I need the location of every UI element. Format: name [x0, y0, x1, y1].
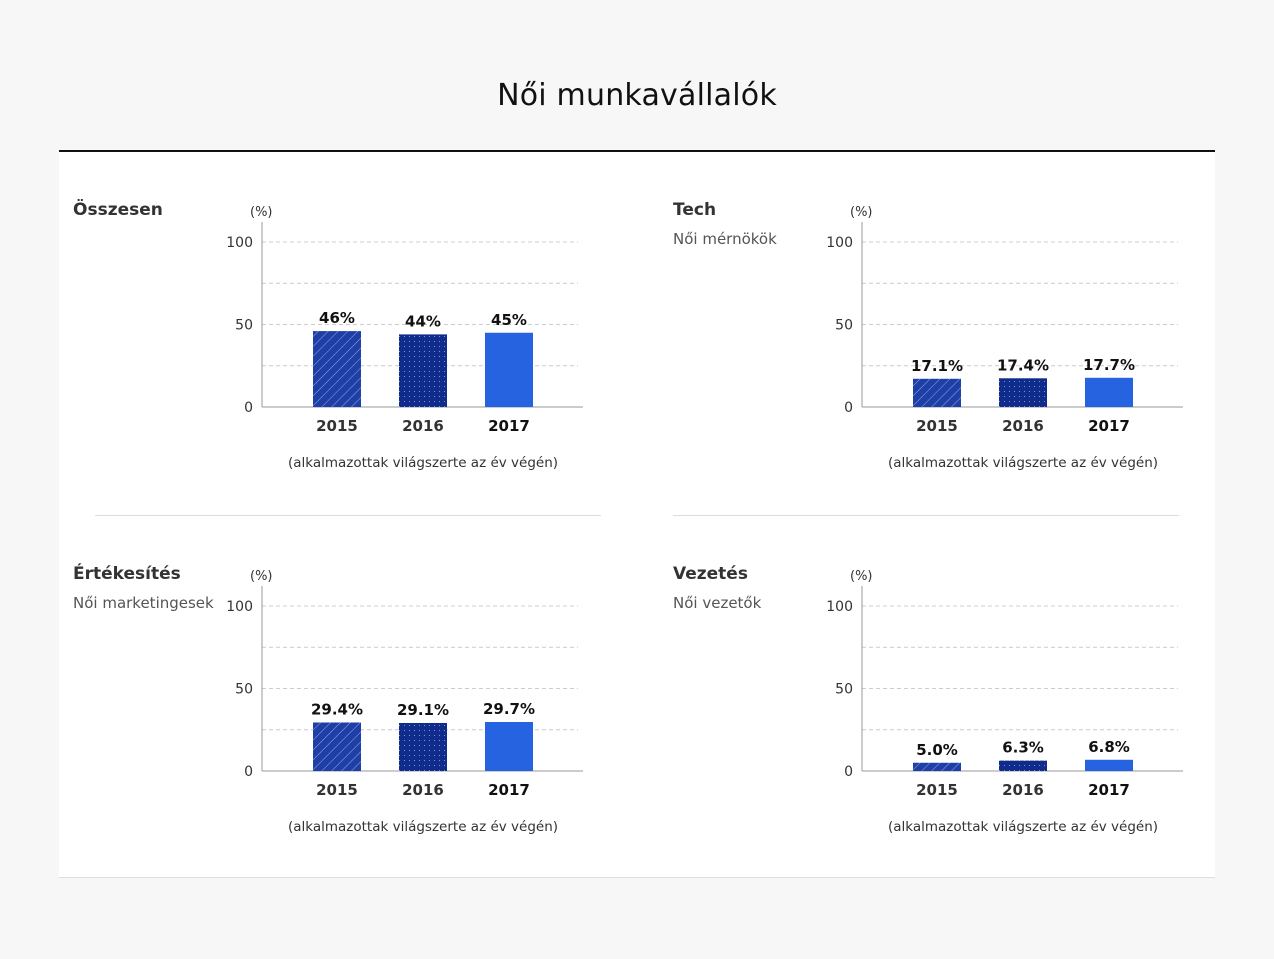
bar-2015 — [313, 331, 361, 407]
y-tick-label: 100 — [826, 599, 853, 615]
bar-2016 — [999, 378, 1047, 407]
x-tick-label: 2016 — [1002, 781, 1044, 799]
divider-left — [95, 515, 601, 516]
page-title: Női munkavállalók — [497, 78, 777, 113]
x-axis-caption: (alkalmazottak világszerte az év végén) — [288, 819, 558, 835]
chart-title: Értékesítés — [73, 564, 181, 584]
unit-label: (%) — [850, 569, 873, 584]
chart-tech: Tech Női mérnökök (%) 0 50 100 17.1% 2015 17.4… — [673, 200, 1233, 500]
data-label: 6.8% — [1088, 738, 1130, 756]
bar-2016 — [399, 334, 447, 407]
x-tick-label: 2015 — [316, 781, 358, 799]
bar-2017 — [485, 332, 533, 407]
chart-subtitle: Női vezetők — [673, 594, 762, 612]
bar-chart-svg: (%) 0 50 100 5.0% 2015 6.3% 2016 6.8% 2017 (alkalm… — [826, 569, 1183, 835]
chart-title: Vezetés — [673, 564, 748, 584]
data-label: 17.4% — [997, 356, 1049, 374]
chart-ertekesites: Értékesítés Női marketingesek (%) 0 50 100 2… — [73, 564, 633, 864]
y-tick-label: 50 — [235, 318, 253, 334]
bar-2017 — [485, 721, 533, 771]
data-label: 44% — [405, 312, 441, 330]
bar-2015 — [313, 722, 361, 771]
x-axis-caption: (alkalmazottak világszerte az év végén) — [888, 819, 1158, 835]
x-tick-label: 2016 — [402, 417, 444, 435]
y-tick-label: 100 — [226, 235, 253, 251]
bar-2015 — [913, 762, 961, 771]
data-label: 29.7% — [483, 700, 535, 718]
data-label: 45% — [491, 311, 527, 329]
bar-chart-svg: (%) 0 50 100 17.1% 2015 17.4% 2016 17.7% 2017 (alk… — [826, 205, 1183, 471]
chart-vezetes: Vezetés Női vezetők (%) 0 50 100 5.0% 2015 6.3… — [673, 564, 1233, 864]
divider-right — [673, 515, 1179, 516]
y-tick-label: 0 — [844, 764, 853, 780]
bar-2016 — [399, 722, 447, 771]
y-tick-label: 0 — [244, 400, 253, 416]
y-tick-label: 0 — [844, 400, 853, 416]
data-label: 5.0% — [916, 741, 958, 759]
data-label: 46% — [319, 309, 355, 327]
charts-panel: Összesen (%) 0 50 100 46% 2015 44% 2016 45% 2017(… — [59, 150, 1215, 878]
bar-2016 — [999, 760, 1047, 771]
unit-label: (%) — [250, 569, 273, 584]
y-tick-label: 100 — [826, 235, 853, 251]
y-tick-label: 50 — [835, 682, 853, 698]
x-tick-label: 2017 — [488, 781, 530, 799]
y-tick-label: 50 — [235, 682, 253, 698]
bar-2017 — [1085, 377, 1133, 407]
x-axis-caption: (alkalmazottak világszerte az év végén) — [288, 455, 558, 471]
chart-title: Tech — [673, 200, 717, 220]
y-tick-label: 0 — [244, 764, 253, 780]
x-tick-label: 2015 — [316, 417, 358, 435]
data-label: 17.7% — [1083, 356, 1135, 374]
y-tick-label: 100 — [226, 599, 253, 615]
bar-2015 — [913, 378, 961, 407]
chart-osszesen: Összesen (%) 0 50 100 46% 2015 44% 2016 45% 2017(… — [73, 200, 633, 500]
x-axis-caption: (alkalmazottak világszerte az év végén) — [888, 455, 1158, 471]
bar-chart-svg: (%) 0 50 100 46% 2015 44% 2016 45% 2017 (alkalmazo… — [226, 205, 583, 471]
y-tick-label: 50 — [835, 318, 853, 334]
x-tick-label: 2016 — [1002, 417, 1044, 435]
chart-subtitle: Női marketingesek — [73, 594, 214, 612]
x-tick-label: 2016 — [402, 781, 444, 799]
x-tick-label: 2017 — [1088, 417, 1130, 435]
chart-title: Összesen — [73, 200, 163, 220]
chart-subtitle: Női mérnökök — [673, 230, 777, 248]
unit-label: (%) — [250, 205, 273, 220]
x-tick-label: 2015 — [916, 781, 958, 799]
bar-chart-svg: (%) 0 50 100 29.4% 2015 29.1% 2016 29.7% 2017 (alk… — [226, 569, 583, 835]
unit-label: (%) — [850, 205, 873, 220]
bar-2017 — [1085, 759, 1133, 771]
data-label: 29.4% — [311, 700, 363, 718]
data-label: 29.1% — [397, 701, 449, 719]
x-tick-label: 2017 — [488, 417, 530, 435]
x-tick-label: 2017 — [1088, 781, 1130, 799]
data-label: 6.3% — [1002, 739, 1044, 757]
x-tick-label: 2015 — [916, 417, 958, 435]
data-label: 17.1% — [911, 357, 963, 375]
